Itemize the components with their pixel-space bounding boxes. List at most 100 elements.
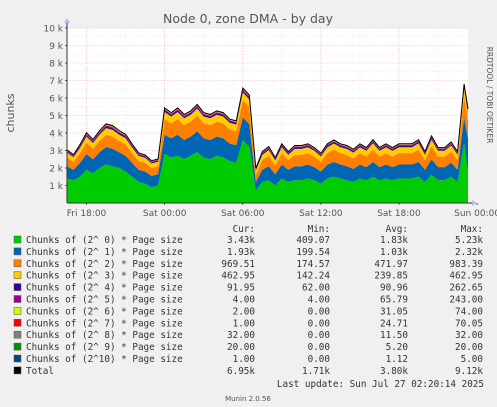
legend-value-max: 32.00 [455, 330, 483, 341]
legend-label: Chunks of (2^ 7) * Page size [26, 318, 183, 329]
munin-version: Munin 2.0.56 [225, 395, 271, 403]
legend-header-min: Min: [308, 224, 330, 235]
legend-value-cur: 1.00 [233, 354, 255, 365]
legend-label: Chunks of (2^ 4) * Page size [26, 283, 183, 294]
x-tick-label: Sat 18:00 [377, 209, 421, 219]
legend-value-max: 20.00 [455, 342, 483, 353]
legend-value-max: 2.32k [455, 247, 483, 258]
legend-value-min: 142.24 [296, 271, 330, 282]
legend-value-min: 0.00 [308, 354, 330, 365]
legend-swatch [13, 319, 22, 327]
legend-swatch [13, 271, 22, 279]
legend-swatch [13, 307, 22, 315]
legend-swatch [13, 330, 22, 339]
y-tick-label: 10 k [43, 24, 63, 34]
legend-value-cur: 3.43k [227, 235, 255, 246]
legend-value-avg: 239.85 [374, 271, 408, 282]
legend-value-min: 409.07 [296, 235, 330, 246]
legend-value-cur: 2.00 [233, 306, 255, 317]
y-tick-label: 6 k [49, 94, 64, 104]
stacked-areas [67, 84, 468, 203]
legend-value-max: 243.00 [449, 295, 483, 306]
legend-value-max: 262.65 [449, 283, 483, 294]
legend-swatch [13, 235, 22, 244]
legend-value-avg: 1.03k [380, 247, 408, 258]
total-line [66, 83, 469, 169]
x-tick-label: Sat 00:00 [143, 209, 187, 219]
legend-swatch [13, 247, 22, 256]
y-tick-label: 7 k [49, 77, 64, 87]
legend-value-avg: 31.05 [380, 306, 408, 317]
x-tick-label: Sat 06:00 [221, 209, 265, 219]
legend-value-cur: 6.95k [227, 366, 255, 377]
y-tick-label: 1 k [49, 182, 64, 192]
legend-header-max: Max: [461, 224, 483, 235]
legend-value-avg: 3.80k [380, 366, 408, 377]
legend-label: Chunks of (2^ 0) * Page size [26, 235, 183, 246]
area-series-2 [67, 96, 468, 182]
legend-value-avg: 471.97 [374, 259, 408, 270]
rrdtool-watermark: RRDTOOL / TOBI OETIKER [485, 47, 494, 144]
y-tick-label: 3 k [49, 147, 64, 157]
legend-swatch [13, 366, 22, 375]
legend-value-min: 0.00 [308, 306, 330, 317]
legend-value-avg: 1.12 [386, 354, 408, 365]
y-tick-label: 4 k [49, 129, 64, 139]
legend-value-avg: 90.96 [380, 283, 408, 294]
y-tick-label: 8 k [49, 59, 64, 69]
legend-value-min: 199.54 [296, 247, 330, 258]
legend-value-cur: 4.00 [233, 295, 255, 306]
legend-value-avg: 5.20 [386, 342, 408, 353]
legend-header-avg: Avg: [386, 224, 408, 235]
legend-label: Chunks of (2^ 1) * Page size [26, 247, 183, 258]
legend-value-max: 983.39 [449, 259, 483, 270]
x-tick-label: Fri 18:00 [67, 209, 107, 219]
legend-value-min: 62.00 [302, 283, 330, 294]
last-update: Last update: Sun Jul 27 02:20:14 2025 [277, 379, 484, 390]
legend-value-cur: 462.95 [221, 271, 255, 282]
legend-value-cur: 1.00 [233, 318, 255, 329]
legend-label: Chunks of (2^ 3) * Page size [26, 271, 183, 282]
legend-swatch [13, 342, 22, 351]
legend-swatch [13, 295, 22, 303]
chart-title: Node 0, zone DMA - by day [163, 11, 334, 26]
legend-swatch [13, 283, 22, 291]
y-tick-labels: 1 k 2 k 3 k 4 k 5 k 6 k 7 k 8 k 9 k 10 k [43, 24, 63, 192]
legend-label: Chunks of (2^ 9) * Page size [26, 342, 183, 353]
legend-value-min: 0.00 [308, 342, 330, 353]
legend-header-cur: Cur: [233, 224, 255, 235]
y-tick-label: 2 k [49, 164, 64, 174]
legend-value-avg: 65.79 [380, 295, 408, 306]
legend-value-max: 462.95 [449, 271, 483, 282]
x-tick-labels: Fri 18:00 Sat 00:00 Sat 06:00 Sat 12:00 Sat … [67, 209, 497, 219]
legend-value-avg: 24.71 [380, 318, 408, 329]
legend-label: Chunks of (2^ 5) * Page size [26, 295, 183, 306]
legend-swatch [13, 354, 22, 363]
legend-value-cur: 1.93k [227, 247, 255, 258]
legend-label: Chunks of (2^ 6) * Page size [26, 306, 183, 317]
legend-label: Chunks of (2^ 2) * Page size [26, 259, 183, 270]
legend-value-cur: 91.95 [227, 283, 255, 294]
legend-label: Chunks of (2^10) * Page size [26, 354, 183, 365]
legend: Cur: Min: Avg: Max: Chunks of (2^ 0) * P… [13, 224, 483, 377]
legend-value-min: 0.00 [308, 318, 330, 329]
legend-value-min: 1.71k [302, 366, 330, 377]
legend-swatch [13, 259, 22, 268]
legend-value-cur: 32.00 [227, 330, 255, 341]
legend-value-min: 174.57 [296, 259, 330, 270]
legend-value-avg: 11.50 [380, 330, 408, 341]
x-axis-arrow [472, 200, 477, 206]
area-series-3 [67, 88, 468, 175]
legend-value-max: 9.12k [455, 366, 483, 377]
legend-value-cur: 20.00 [227, 342, 255, 353]
legend-value-avg: 1.83k [380, 235, 408, 246]
legend-value-max: 5.23k [455, 235, 483, 246]
y-tick-label: 5 k [49, 112, 64, 122]
area-series-1 [67, 117, 468, 191]
y-axis-arrow [64, 18, 70, 23]
legend-value-max: 5.00 [461, 354, 483, 365]
axes [64, 18, 478, 206]
legend-value-max: 74.00 [455, 306, 483, 317]
legend-label: Total [26, 366, 54, 377]
